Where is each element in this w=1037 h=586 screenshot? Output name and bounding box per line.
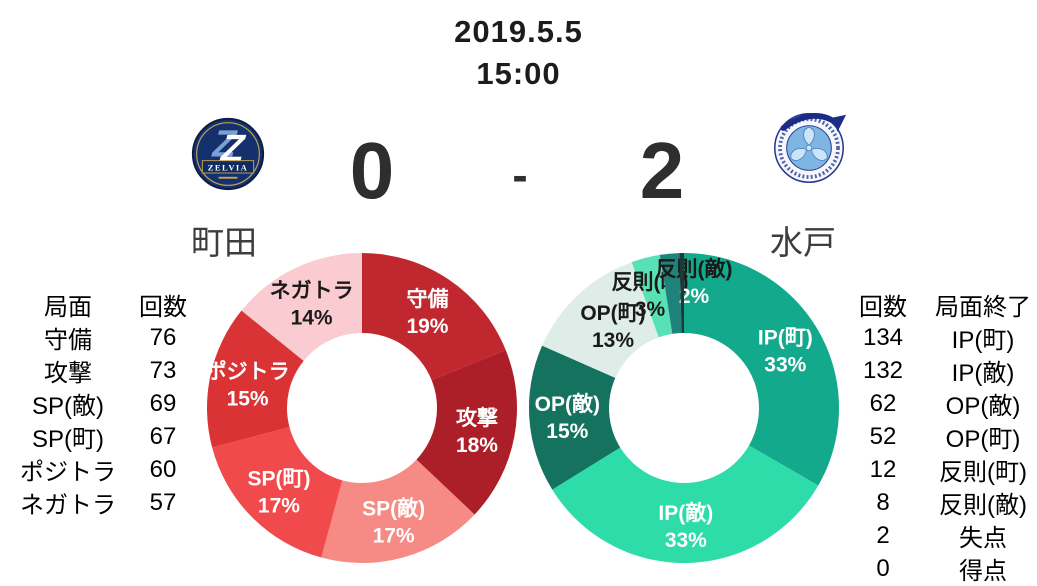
table-cell: SP(敵) bbox=[32, 393, 104, 420]
right-donut-label-1: IP(敵) bbox=[658, 501, 713, 525]
left-donut-pct-4: 15% bbox=[227, 387, 269, 410]
table-header-cell: 局面 bbox=[44, 294, 92, 321]
table-cell: 守備 bbox=[44, 327, 92, 354]
right-donut-label-5: 反則(敵) bbox=[656, 257, 733, 281]
table-cell: 73 bbox=[149, 356, 177, 384]
right-donut-label-4: 反則(町) bbox=[612, 271, 689, 294]
left-donut-label-4: ポジトラ bbox=[206, 359, 290, 383]
table-cell: 69 bbox=[149, 389, 177, 417]
left-donut-label-2: SP(敵) bbox=[362, 497, 425, 521]
right-donut-slice-1 bbox=[552, 445, 819, 564]
left-donut-slice-1 bbox=[416, 350, 517, 515]
table-cell: 攻撃 bbox=[44, 360, 92, 387]
right-donut-slice-4 bbox=[631, 254, 673, 338]
left-donut-pct-5: 14% bbox=[291, 306, 333, 329]
hollyhock-ring-lettering bbox=[778, 117, 840, 179]
right-donut-slice-3 bbox=[542, 262, 659, 378]
table-cell: 132 bbox=[862, 356, 904, 384]
score-separator: - bbox=[512, 149, 528, 201]
hollyhock-trefoil-leaves bbox=[790, 126, 828, 161]
zelvia-banner-text: ZELVIA bbox=[208, 163, 249, 173]
left-donut-label-5: ネガトラ bbox=[270, 279, 354, 302]
table-cell: 2 bbox=[876, 521, 890, 549]
table-cell: 12 bbox=[869, 455, 897, 483]
table-cell: 57 bbox=[149, 488, 177, 516]
left-donut-pct-1: 18% bbox=[456, 434, 498, 457]
zelvia-banner-underline bbox=[218, 176, 238, 179]
right-donut-slice-2 bbox=[528, 345, 621, 490]
match-date: 2019.5.5 bbox=[454, 14, 583, 49]
home-team-logo-machida-zelvia-crest: Z Z ZELVIA bbox=[191, 117, 265, 191]
left-donut-slice-5 bbox=[241, 253, 362, 361]
table-cell: 67 bbox=[149, 422, 177, 450]
left-donut-slice-2 bbox=[321, 459, 475, 564]
right-donut-pct-5: 2% bbox=[679, 285, 710, 308]
left-donut-slice-0 bbox=[362, 253, 506, 380]
right-donut-pct-1: 33% bbox=[665, 529, 707, 552]
away-team-name: 水戸 bbox=[770, 224, 836, 261]
table-cell: 失点 bbox=[959, 525, 1007, 552]
right-donut-label-3: OP(町) bbox=[580, 302, 645, 325]
left-donut-label-0: 守備 bbox=[406, 287, 448, 311]
right-donut-pct-0: 33% bbox=[764, 354, 806, 377]
away-team-logo-mito-hollyhock-crest bbox=[774, 113, 847, 183]
table-cell: 0 bbox=[876, 554, 890, 582]
table-header-cell: 局面終了 bbox=[935, 294, 1031, 321]
table-header-cell: 回数 bbox=[139, 294, 187, 321]
right-donut-label-0: IP(町) bbox=[758, 327, 813, 350]
table-cell: 52 bbox=[869, 422, 897, 450]
table-cell: 76 bbox=[149, 323, 177, 351]
right-donut-slice-0 bbox=[684, 253, 839, 486]
right-donut-pct-2: 15% bbox=[546, 420, 588, 443]
left-donut-pct-0: 19% bbox=[406, 315, 448, 338]
right-donut-label-2: OP(敵) bbox=[535, 392, 600, 416]
zelvia-name-banner bbox=[201, 160, 255, 174]
table-cell: 8 bbox=[876, 488, 890, 516]
right-donut-slice-6 bbox=[679, 253, 684, 334]
left-donut-slice-4 bbox=[206, 310, 304, 448]
table-header-cell: 回数 bbox=[859, 294, 907, 321]
left-donut-label-1: 攻撃 bbox=[456, 406, 498, 430]
home-score: 0 bbox=[349, 126, 395, 215]
table-cell: 得点 bbox=[959, 558, 1007, 585]
table-cell: ポジトラ bbox=[20, 459, 116, 486]
table-cell: 反則(町) bbox=[939, 459, 1027, 486]
table-cell: ネガトラ bbox=[20, 492, 116, 519]
table-cell: 134 bbox=[862, 323, 904, 351]
away-score: 2 bbox=[639, 126, 685, 215]
table-cell: 62 bbox=[869, 389, 897, 417]
table-cell: 反則(敵) bbox=[939, 492, 1027, 519]
table-cell: SP(町) bbox=[32, 426, 104, 453]
right-donut-pct-3: 13% bbox=[592, 329, 634, 352]
hollyhock-swoosh bbox=[780, 113, 847, 132]
left-donut-label-3: SP(町) bbox=[247, 467, 310, 490]
table-cell: OP(敵) bbox=[945, 393, 1021, 420]
table-cell: OP(町) bbox=[945, 426, 1021, 453]
match-time: 15:00 bbox=[476, 56, 561, 91]
left-donut-pct-2: 17% bbox=[373, 525, 415, 548]
left-donut-slice-3 bbox=[212, 427, 343, 558]
phase-count-table: 局面 回数守備 76 攻撃 73 SP(敵) 69 SP(町) 67 ポジトラ 60 ネガトラ 57 bbox=[12, 288, 202, 519]
phase-end-count-table: 回数 局面終了 134 IP(町) 132 IP(敵) 62 OP(敵) 52 OP(町) 12 反則… bbox=[842, 288, 1037, 585]
right-donut-pct-4: 3% bbox=[635, 298, 666, 321]
home-team-name: 町田 bbox=[191, 224, 257, 261]
zelvia-gold-ring bbox=[196, 122, 260, 186]
table-cell: 60 bbox=[149, 455, 177, 483]
left-donut-pct-3: 17% bbox=[258, 494, 300, 517]
right-donut-slice-5 bbox=[659, 253, 682, 334]
table-cell: IP(町) bbox=[951, 327, 1015, 354]
table-cell: IP(敵) bbox=[951, 360, 1015, 387]
